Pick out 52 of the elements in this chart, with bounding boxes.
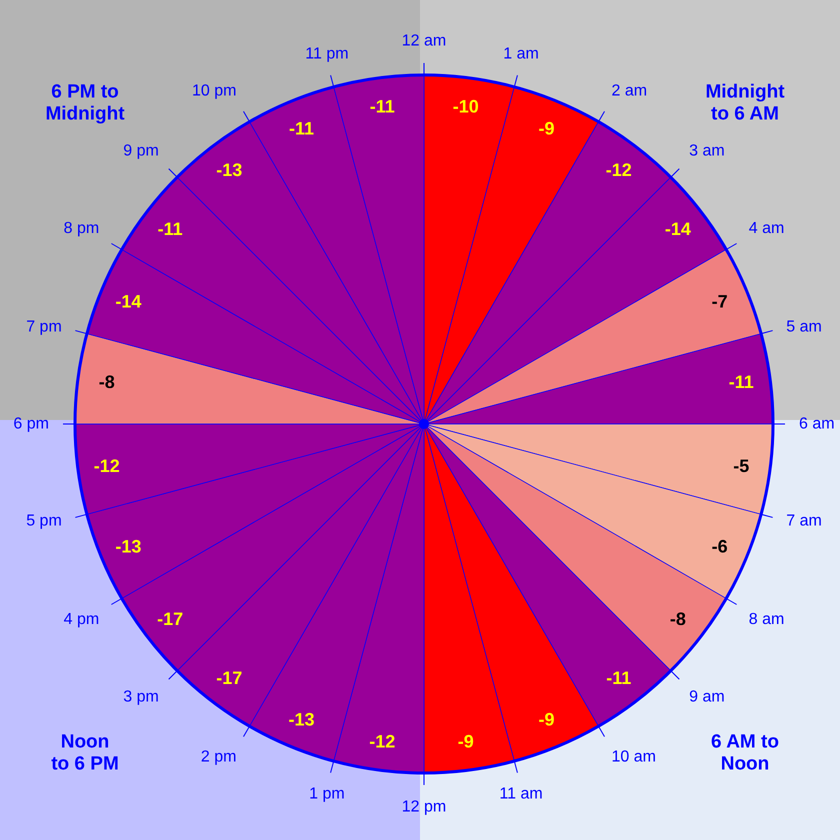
category-label: 7 pm — [26, 318, 62, 336]
data-label: -8 — [670, 608, 686, 629]
data-label: -17 — [216, 668, 242, 688]
data-label: -9 — [538, 710, 554, 730]
category-label: 5 pm — [26, 512, 62, 530]
category-label: 6 pm — [13, 416, 49, 432]
category-label: 11 am — [499, 786, 543, 803]
data-label: -10 — [452, 96, 479, 117]
data-label: -8 — [98, 372, 115, 392]
text: 6 PM to Midnight — [45, 82, 126, 124]
data-label: -11 — [606, 668, 632, 688]
data-label: -14 — [664, 219, 691, 240]
data-label: -12 — [94, 456, 120, 476]
category-label: 1 pm — [309, 786, 345, 803]
data-label: -13 — [115, 536, 142, 556]
category-label: 11 pm — [305, 45, 349, 62]
data-label: -14 — [115, 292, 142, 312]
data-label: -17 — [157, 608, 184, 629]
data-label: -11 — [158, 219, 183, 240]
data-label: -12 — [606, 160, 632, 180]
text: Midnight to 6 AM — [705, 82, 786, 124]
category-label: 3 am — [689, 142, 725, 160]
data-label: -11 — [289, 118, 314, 138]
category-label: 1 am — [503, 45, 539, 62]
category-label: 8 am — [748, 611, 784, 628]
data-label: -5 — [733, 456, 750, 476]
data-label: -11 — [728, 372, 754, 392]
data-label: -9 — [458, 731, 474, 752]
category-label: 4 am — [748, 220, 784, 237]
category-label: 6 am — [799, 416, 835, 432]
category-label: 7 am — [786, 512, 822, 530]
category-label: 2 am — [612, 82, 648, 100]
category-label: 2 pm — [200, 748, 236, 766]
text: Noon to 6 PM — [51, 732, 119, 774]
data-label: -11 — [370, 96, 395, 117]
data-label: -12 — [369, 731, 396, 752]
category-label: 5 am — [786, 318, 822, 336]
category-label: 9 am — [689, 688, 725, 706]
category-label: 12 pm — [402, 798, 446, 816]
category-label: 3 pm — [123, 688, 159, 706]
text: 6 AM to Noon — [711, 732, 779, 774]
data-label: -13 — [216, 160, 242, 180]
category-label: 10 am — [612, 748, 656, 766]
category-label: 8 pm — [64, 220, 100, 237]
data-label: -7 — [712, 292, 728, 312]
category-label: 4 pm — [64, 611, 100, 628]
category-label: 10 pm — [192, 82, 236, 100]
data-label: -13 — [288, 710, 315, 730]
category-label: 9 pm — [123, 142, 159, 160]
data-label: -9 — [538, 118, 554, 138]
category-label: 12 am — [402, 32, 446, 50]
data-label: -6 — [712, 536, 728, 556]
